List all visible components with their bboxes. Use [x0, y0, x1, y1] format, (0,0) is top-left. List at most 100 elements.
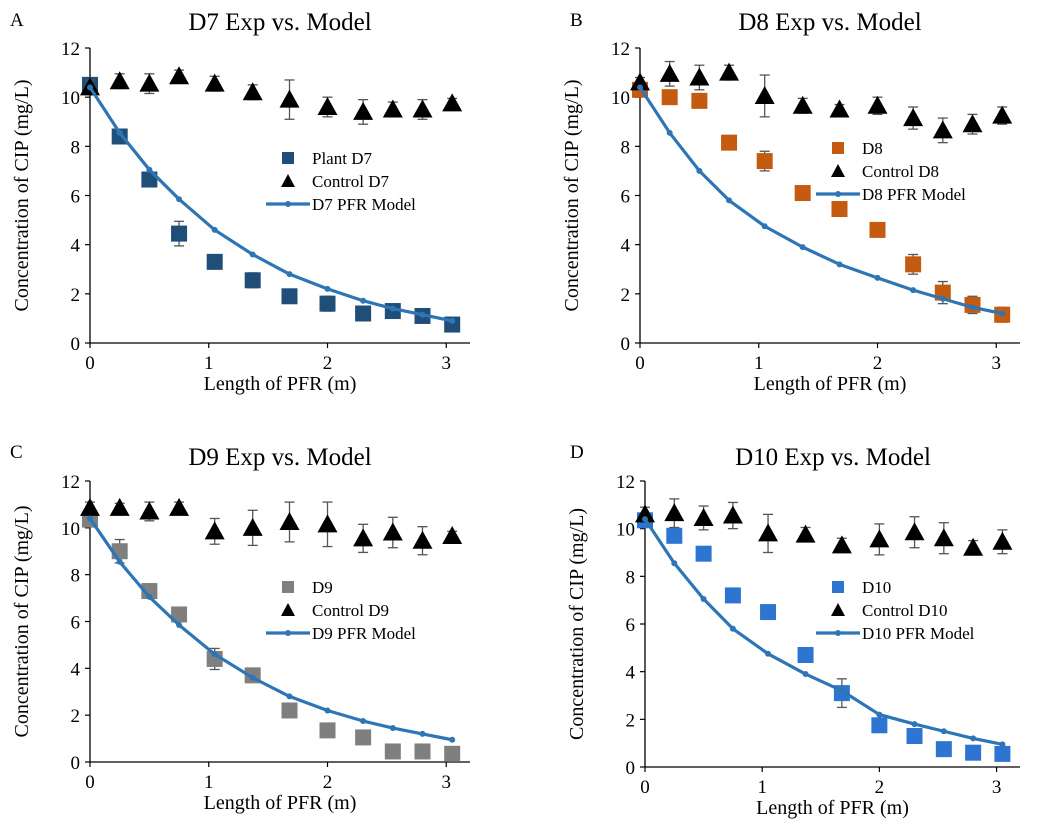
legend-label: Control D7 — [312, 172, 389, 191]
model-line — [638, 86, 1003, 316]
model-point — [324, 707, 331, 714]
data-point-square — [141, 583, 158, 600]
model-point — [874, 274, 881, 281]
data-point-triangle — [242, 82, 263, 101]
y-tick-label: 4 — [626, 663, 636, 684]
legend-line-dot — [285, 630, 291, 636]
legend-label: D10 PFR Model — [862, 624, 975, 643]
model-point — [999, 310, 1006, 317]
model-point — [360, 718, 367, 725]
data-point-square — [831, 201, 848, 218]
x-tick-label: 1 — [754, 353, 764, 374]
model-point — [286, 693, 293, 700]
data-point-square — [695, 545, 712, 562]
y-tick-label: 4 — [71, 236, 81, 257]
model-line — [88, 517, 453, 742]
data-point-triangle — [139, 501, 160, 520]
model-point — [637, 84, 643, 91]
data-point-triangle — [317, 514, 338, 533]
legend-triangle-marker — [281, 603, 295, 616]
legend-label: D9 PFR Model — [312, 624, 416, 643]
data-point-square — [905, 256, 922, 273]
legend: D10 Control D10 D10 PFR Model — [816, 578, 975, 643]
data-point-triangle — [867, 95, 888, 114]
model-point — [449, 317, 456, 324]
x-axis-label: Length of PFR (m) — [204, 373, 357, 395]
model-point — [802, 671, 809, 678]
data-point-triangle — [792, 95, 813, 114]
legend-label: Control D9 — [312, 601, 389, 620]
data-point-triangle — [630, 72, 650, 91]
data-point-square — [661, 89, 678, 106]
legend-line-dot — [835, 191, 841, 197]
x-tick-label: 2 — [873, 353, 883, 374]
y-tick-label: 12 — [616, 472, 635, 493]
data-point-triangle — [992, 531, 1013, 550]
data-point-triangle — [904, 522, 925, 541]
x-tick-label: 3 — [992, 353, 1002, 374]
model-point — [910, 287, 917, 294]
legend-label: Plant D7 — [312, 149, 372, 168]
data-point-triangle — [903, 108, 924, 127]
data-point-square — [794, 185, 811, 202]
y-tick-label: 6 — [626, 615, 636, 636]
model-point — [176, 196, 183, 203]
data-point-triangle — [758, 523, 779, 542]
y-tick-label: 0 — [621, 334, 631, 355]
legend: D9 Control D9 D9 PFR Model — [266, 578, 416, 643]
data-point-triangle — [719, 62, 740, 81]
panel-letter: D — [570, 442, 584, 463]
model-point — [876, 711, 883, 718]
model-point — [211, 226, 218, 233]
y-tick-label: 10 — [61, 519, 80, 540]
x-tick-label: 2 — [323, 353, 333, 374]
legend-label: D9 — [312, 578, 333, 597]
data-point-triangle — [382, 99, 403, 118]
data-point-square — [111, 128, 128, 145]
data-point-triangle — [659, 63, 680, 82]
x-tick-label: 1 — [757, 777, 767, 798]
legend-square-marker — [282, 152, 294, 164]
y-tick-label: 8 — [626, 567, 636, 588]
model-point — [729, 625, 736, 632]
x-tick-label: 2 — [875, 777, 885, 798]
model-line — [643, 518, 1003, 746]
y-axis-label: Concentration of CIP (mg/L) — [561, 80, 583, 312]
model-point — [116, 558, 123, 565]
legend-square-marker — [832, 581, 844, 593]
data-point-square — [319, 722, 336, 739]
model-point — [249, 674, 256, 681]
model-point — [146, 593, 153, 600]
data-point-square — [244, 272, 261, 289]
model-point — [970, 735, 977, 742]
data-point-square — [869, 221, 886, 238]
legend-line-dot — [285, 201, 291, 207]
legend-label: D8 — [862, 139, 883, 158]
model-point — [449, 736, 456, 743]
data-point-triangle — [754, 85, 775, 104]
x-tick-label: 0 — [85, 772, 95, 793]
y-tick-label: 0 — [626, 758, 636, 779]
legend-line-dot — [835, 630, 841, 636]
data-point-square — [691, 92, 708, 109]
data-point-triangle — [109, 497, 130, 516]
data-point-square — [797, 646, 814, 663]
y-axis-label: Concentration of CIP (mg/L) — [566, 508, 588, 740]
data-point-triangle — [829, 99, 850, 118]
data-point-square — [281, 702, 298, 719]
y-tick-label: 8 — [621, 137, 631, 158]
data-point-triangle — [169, 497, 190, 516]
data-point-square — [355, 305, 372, 322]
data-point-triangle — [693, 507, 714, 526]
data-point-triangle — [795, 524, 816, 543]
legend-label: D8 PFR Model — [862, 185, 966, 204]
data-point-triangle — [317, 97, 338, 115]
data-point-triangle — [279, 511, 300, 530]
model-point — [799, 244, 806, 251]
panel-letter: A — [10, 10, 24, 31]
y-tick-label: 6 — [71, 187, 81, 208]
y-tick-label: 2 — [71, 706, 81, 727]
y-tick-label: 12 — [61, 472, 80, 493]
